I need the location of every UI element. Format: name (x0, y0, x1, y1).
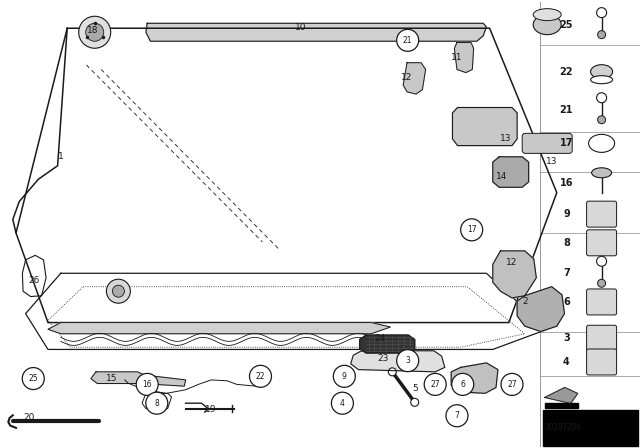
Circle shape (411, 398, 419, 406)
FancyBboxPatch shape (587, 325, 616, 351)
Text: 8: 8 (563, 238, 570, 248)
FancyBboxPatch shape (587, 230, 616, 256)
Circle shape (598, 279, 605, 287)
Circle shape (22, 367, 44, 390)
Circle shape (596, 93, 607, 103)
Polygon shape (360, 335, 415, 353)
Ellipse shape (533, 15, 561, 34)
Polygon shape (91, 372, 186, 386)
Ellipse shape (591, 168, 612, 178)
FancyBboxPatch shape (587, 349, 616, 375)
Text: 15: 15 (106, 374, 118, 383)
Polygon shape (543, 410, 638, 446)
Text: 23: 23 (377, 354, 388, 363)
Circle shape (596, 256, 607, 266)
Text: 16: 16 (559, 178, 573, 188)
Polygon shape (451, 363, 498, 393)
Circle shape (461, 219, 483, 241)
Polygon shape (403, 63, 426, 94)
Text: 13: 13 (547, 157, 558, 166)
Polygon shape (452, 108, 517, 146)
Circle shape (86, 23, 104, 41)
Circle shape (596, 8, 607, 17)
Text: 11: 11 (451, 53, 463, 62)
Text: 27: 27 (430, 380, 440, 389)
Text: 6: 6 (460, 380, 465, 389)
Circle shape (106, 279, 131, 303)
Text: 21: 21 (559, 105, 573, 115)
Circle shape (452, 373, 474, 396)
Polygon shape (48, 323, 390, 334)
Text: 2: 2 (522, 297, 527, 306)
Polygon shape (545, 404, 578, 409)
Circle shape (79, 16, 111, 48)
Text: 9: 9 (563, 209, 570, 219)
Text: 25: 25 (559, 20, 573, 30)
Circle shape (146, 392, 168, 414)
Text: 17: 17 (559, 138, 573, 148)
Circle shape (388, 368, 396, 376)
Text: 10: 10 (295, 23, 307, 32)
Text: 20: 20 (23, 414, 35, 422)
Ellipse shape (591, 65, 612, 79)
Circle shape (598, 30, 605, 39)
Text: 12: 12 (506, 258, 518, 267)
Text: 3: 3 (563, 333, 570, 343)
Text: 7: 7 (563, 268, 570, 278)
Text: 19: 19 (205, 405, 217, 414)
Circle shape (332, 392, 353, 414)
Text: 22: 22 (256, 372, 265, 381)
Text: 26: 26 (28, 276, 40, 284)
Circle shape (446, 405, 468, 427)
Circle shape (397, 349, 419, 372)
Text: 4: 4 (563, 357, 570, 367)
Text: 13: 13 (500, 134, 511, 143)
Circle shape (136, 373, 158, 396)
Circle shape (250, 365, 271, 388)
Circle shape (501, 373, 523, 396)
FancyBboxPatch shape (587, 289, 616, 315)
Text: 6: 6 (563, 297, 570, 307)
Text: 1: 1 (58, 152, 63, 161)
Text: 25: 25 (28, 374, 38, 383)
Polygon shape (454, 43, 474, 73)
Text: 27: 27 (507, 380, 517, 389)
Text: 22: 22 (559, 67, 573, 77)
Circle shape (598, 116, 605, 124)
FancyBboxPatch shape (522, 134, 572, 153)
Polygon shape (351, 351, 445, 372)
Polygon shape (545, 388, 578, 404)
Circle shape (424, 373, 446, 396)
Circle shape (333, 365, 355, 388)
Ellipse shape (533, 9, 561, 21)
Text: 9: 9 (342, 372, 347, 381)
Text: 21: 21 (403, 36, 412, 45)
Text: 14: 14 (496, 172, 508, 181)
Text: 4: 4 (340, 399, 345, 408)
Polygon shape (146, 23, 486, 41)
Text: 7: 7 (454, 411, 460, 420)
Polygon shape (493, 251, 536, 298)
Text: 24: 24 (374, 334, 385, 343)
Polygon shape (493, 157, 529, 187)
FancyBboxPatch shape (587, 201, 616, 227)
Polygon shape (517, 287, 564, 332)
Circle shape (113, 285, 124, 297)
Text: 5: 5 (412, 384, 417, 393)
Text: 8: 8 (154, 399, 159, 408)
Text: 00287206: 00287206 (545, 423, 582, 432)
Ellipse shape (589, 134, 614, 152)
Text: 16: 16 (142, 380, 152, 389)
Circle shape (397, 29, 419, 52)
Text: 12: 12 (401, 73, 413, 82)
Text: 18: 18 (87, 26, 99, 35)
Text: 3: 3 (405, 356, 410, 365)
Text: 17: 17 (467, 225, 477, 234)
Ellipse shape (591, 76, 612, 84)
